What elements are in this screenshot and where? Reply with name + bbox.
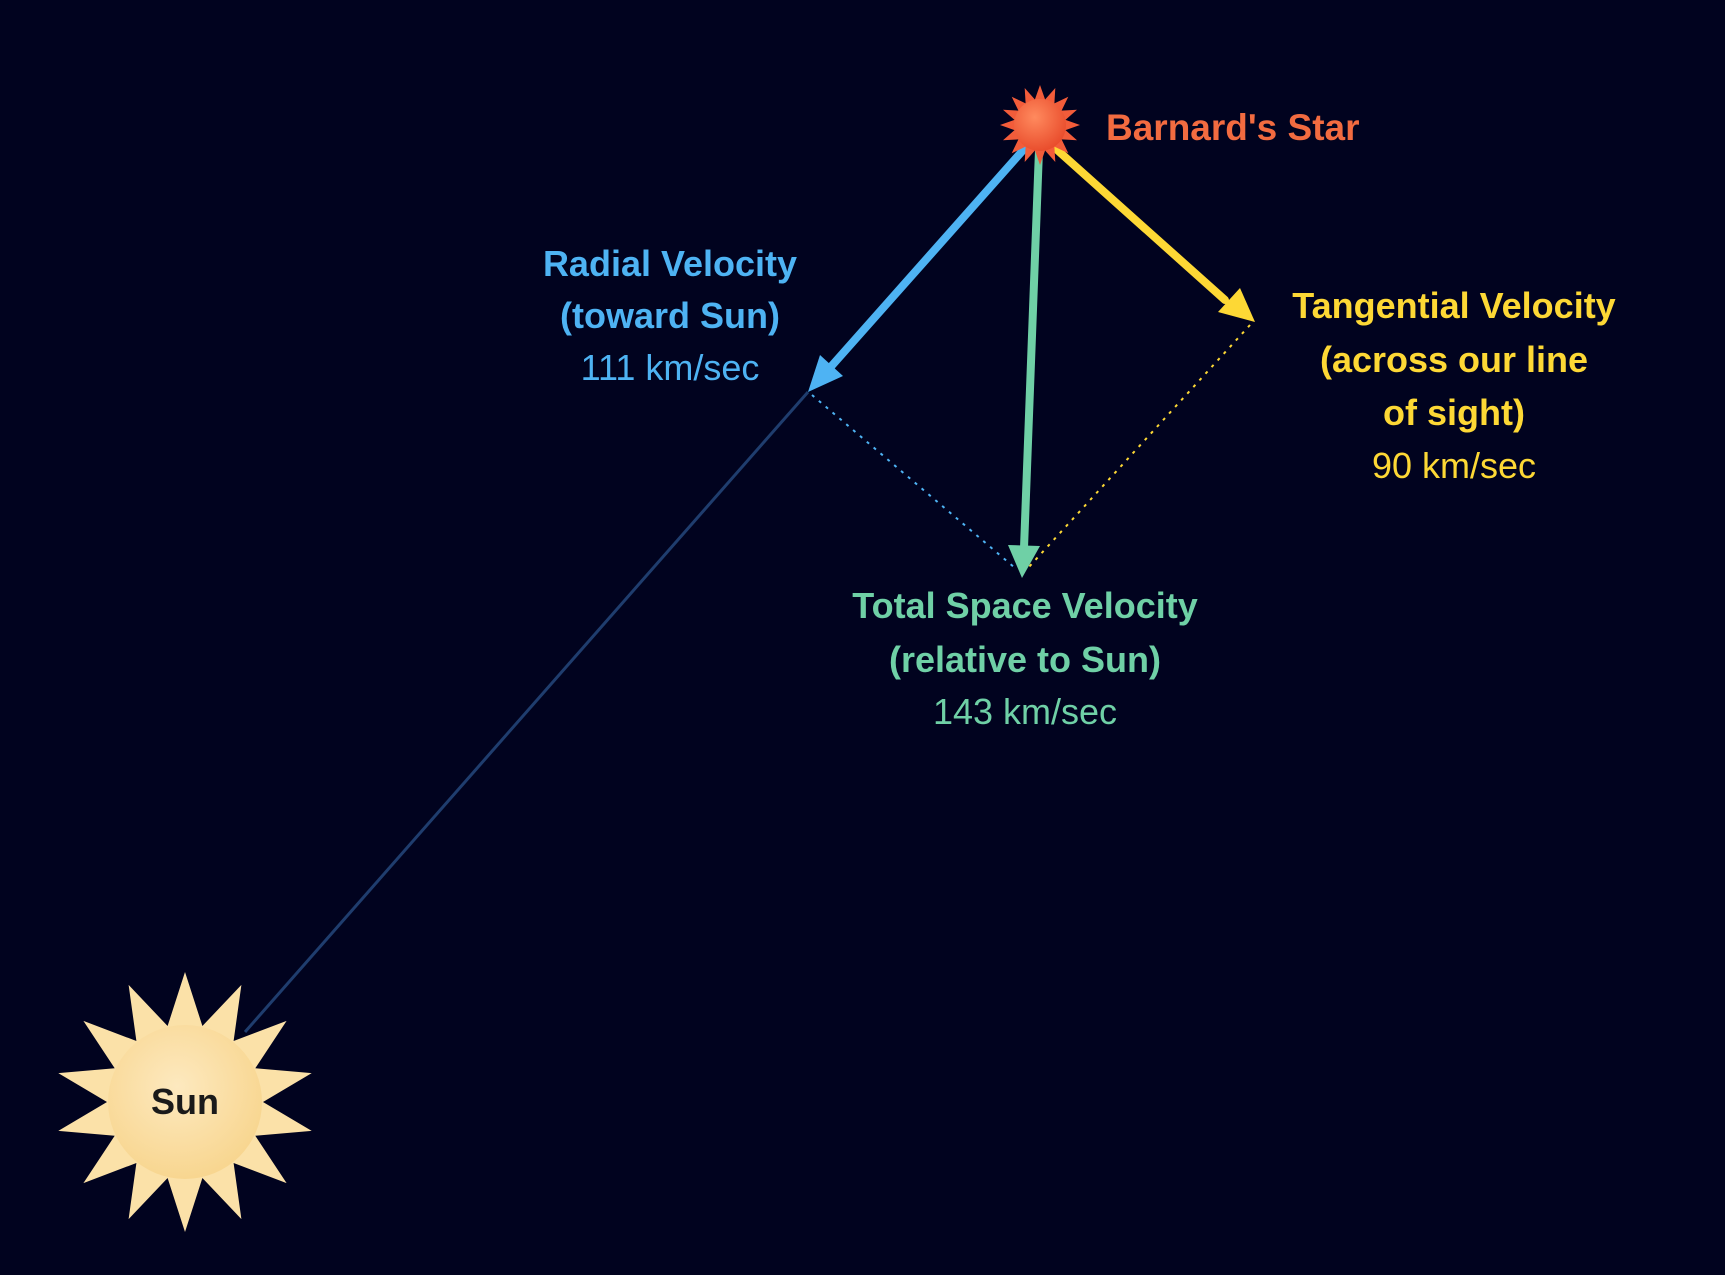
radial-velocity-subtitle: (toward Sun): [560, 295, 780, 336]
radial-velocity-title: Radial Velocity: [543, 243, 797, 284]
tangential-velocity-subtitle-1: (across our line: [1320, 339, 1588, 380]
tangential-velocity-arrow-shaft: [1051, 144, 1229, 304]
sun-label: Sun: [151, 1081, 219, 1122]
total-velocity-arrowhead: [1008, 545, 1040, 578]
tangential-velocity-value: 90 km/sec: [1372, 445, 1536, 486]
total-velocity-subtitle: (relative to Sun): [889, 639, 1161, 680]
radial-velocity-arrowhead: [808, 355, 843, 392]
radial-dotted-projection: [811, 394, 1016, 569]
total-velocity-title: Total Space Velocity: [852, 585, 1197, 626]
tangential-dotted-projection: [1027, 324, 1251, 569]
tangential-velocity-arrowhead: [1218, 288, 1255, 322]
radial-velocity-arrow-shaft: [824, 144, 1029, 374]
line-of-sight: [243, 391, 810, 1033]
radial-velocity-value: 111 km/sec: [581, 347, 760, 388]
tangential-velocity-subtitle-2: of sight): [1383, 392, 1525, 433]
barnards-star-disc: [1014, 99, 1066, 151]
tangential-velocity-title: Tangential Velocity: [1292, 285, 1615, 326]
total-velocity-arrow-shaft: [1020, 146, 1043, 552]
barnards-star-label: Barnard's Star: [1106, 107, 1360, 148]
sun-disc: [108, 1025, 262, 1179]
total-velocity-value: 143 km/sec: [933, 691, 1117, 732]
